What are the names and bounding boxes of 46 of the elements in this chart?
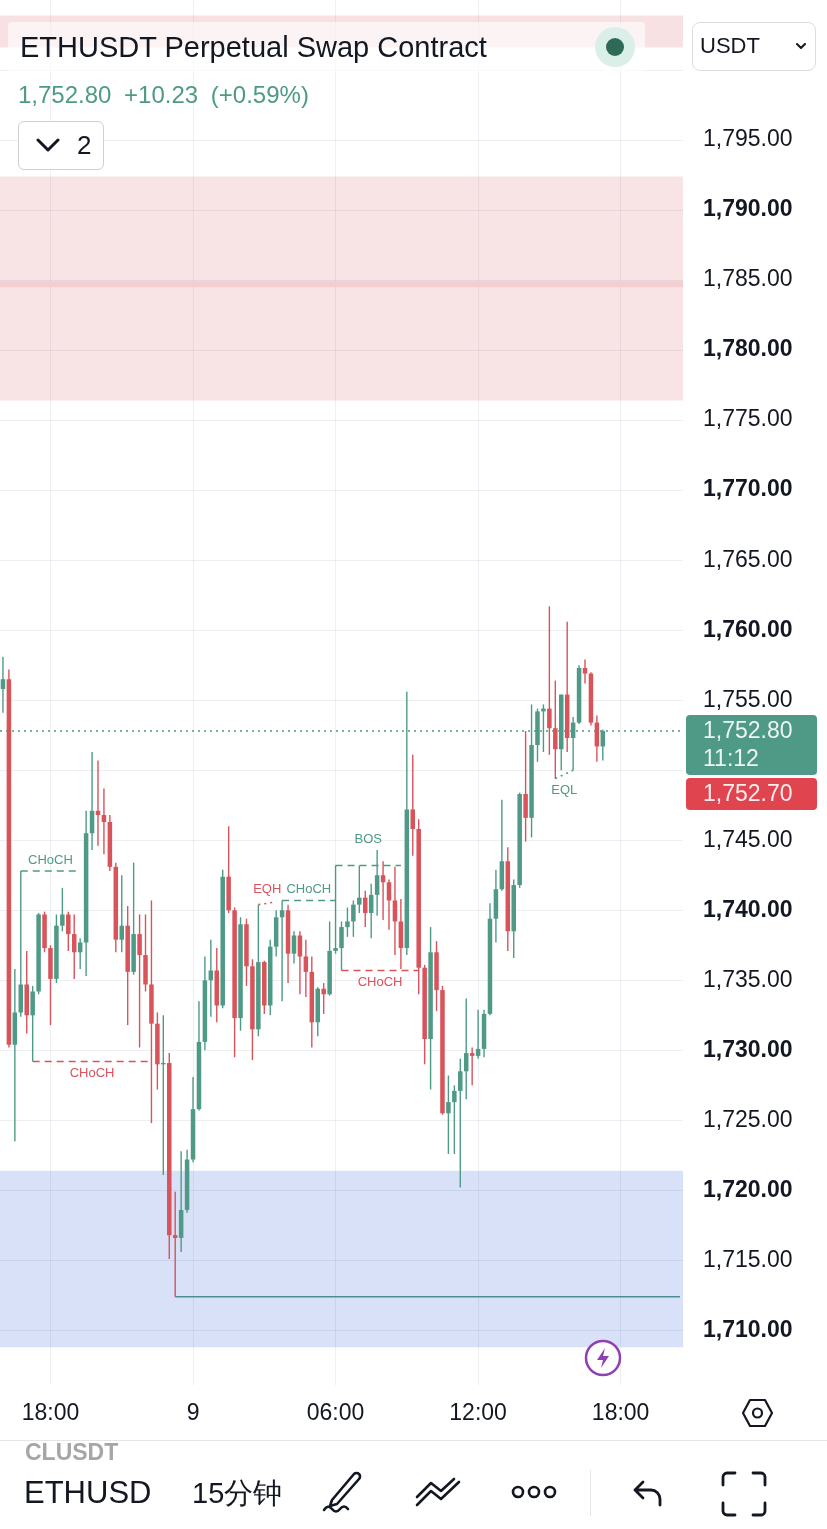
series-label: CHoCH xyxy=(357,974,403,990)
series-label: EQH xyxy=(253,881,282,897)
y-tick-label: 1,795.00 xyxy=(703,125,793,152)
y-tick-label: 1,715.00 xyxy=(703,1245,793,1272)
x-tick-label: 06:00 xyxy=(306,1399,365,1426)
y-tick-label: 1,730.00 xyxy=(703,1035,793,1062)
text: 15分钟 xyxy=(192,1476,283,1511)
y-tick-label: 1,790.00 xyxy=(703,195,793,222)
candlestick xyxy=(12,969,18,1142)
series-label: CHoCH xyxy=(28,851,73,867)
series-label: EQL xyxy=(551,782,578,798)
text: ETHUSDT Perpetual Swap Contract xyxy=(20,30,487,65)
y-tick-label: 1,735.00 xyxy=(703,965,793,992)
y-tick-label: 1,725.00 xyxy=(703,1105,793,1132)
x-tick-label: 18:00 xyxy=(21,1399,80,1426)
y-tick-label: 1,765.00 xyxy=(703,545,793,572)
x-tick-label: 9 xyxy=(186,1399,200,1426)
y-tick-label: 1,720.00 xyxy=(703,1175,793,1202)
candlestick xyxy=(469,1047,475,1086)
series-label: BOS xyxy=(354,830,383,846)
text: CLUSDT xyxy=(25,1439,119,1465)
text: 1,752.80 +10.23 (+0.59%) xyxy=(18,80,309,110)
text: USDT xyxy=(700,32,760,60)
annotation: 2 xyxy=(77,129,92,161)
y-tick-label: 1,740.00 xyxy=(703,895,793,922)
candlestick xyxy=(582,659,588,684)
text: ETHUSD xyxy=(24,1474,152,1512)
text: 1,752.70 xyxy=(703,780,793,807)
y-tick-label: 1,785.00 xyxy=(703,265,793,292)
y-tick-label: 1,710.00 xyxy=(703,1315,793,1342)
y-tick-label: 1,770.00 xyxy=(703,475,793,502)
candlestick xyxy=(303,939,309,998)
candlestick xyxy=(77,938,83,970)
y-tick-label: 1,780.00 xyxy=(703,335,793,362)
x-tick-label: 18:00 xyxy=(591,1399,650,1426)
y-tick-label: 1,745.00 xyxy=(703,825,793,852)
series-label: CHoCH xyxy=(286,881,332,897)
y-tick-label: 1,775.00 xyxy=(703,405,793,432)
candlestick xyxy=(0,656,6,713)
y-tick-label: 1,760.00 xyxy=(703,615,793,642)
x-tick-label: 12:00 xyxy=(449,1399,507,1426)
ref-line-label: 1,752.80 xyxy=(703,717,793,744)
series-label: CHoCH xyxy=(69,1065,115,1081)
text: 11:12 xyxy=(703,745,759,772)
candlestick xyxy=(208,939,214,1017)
y-tick-label: 1,755.00 xyxy=(703,685,793,712)
